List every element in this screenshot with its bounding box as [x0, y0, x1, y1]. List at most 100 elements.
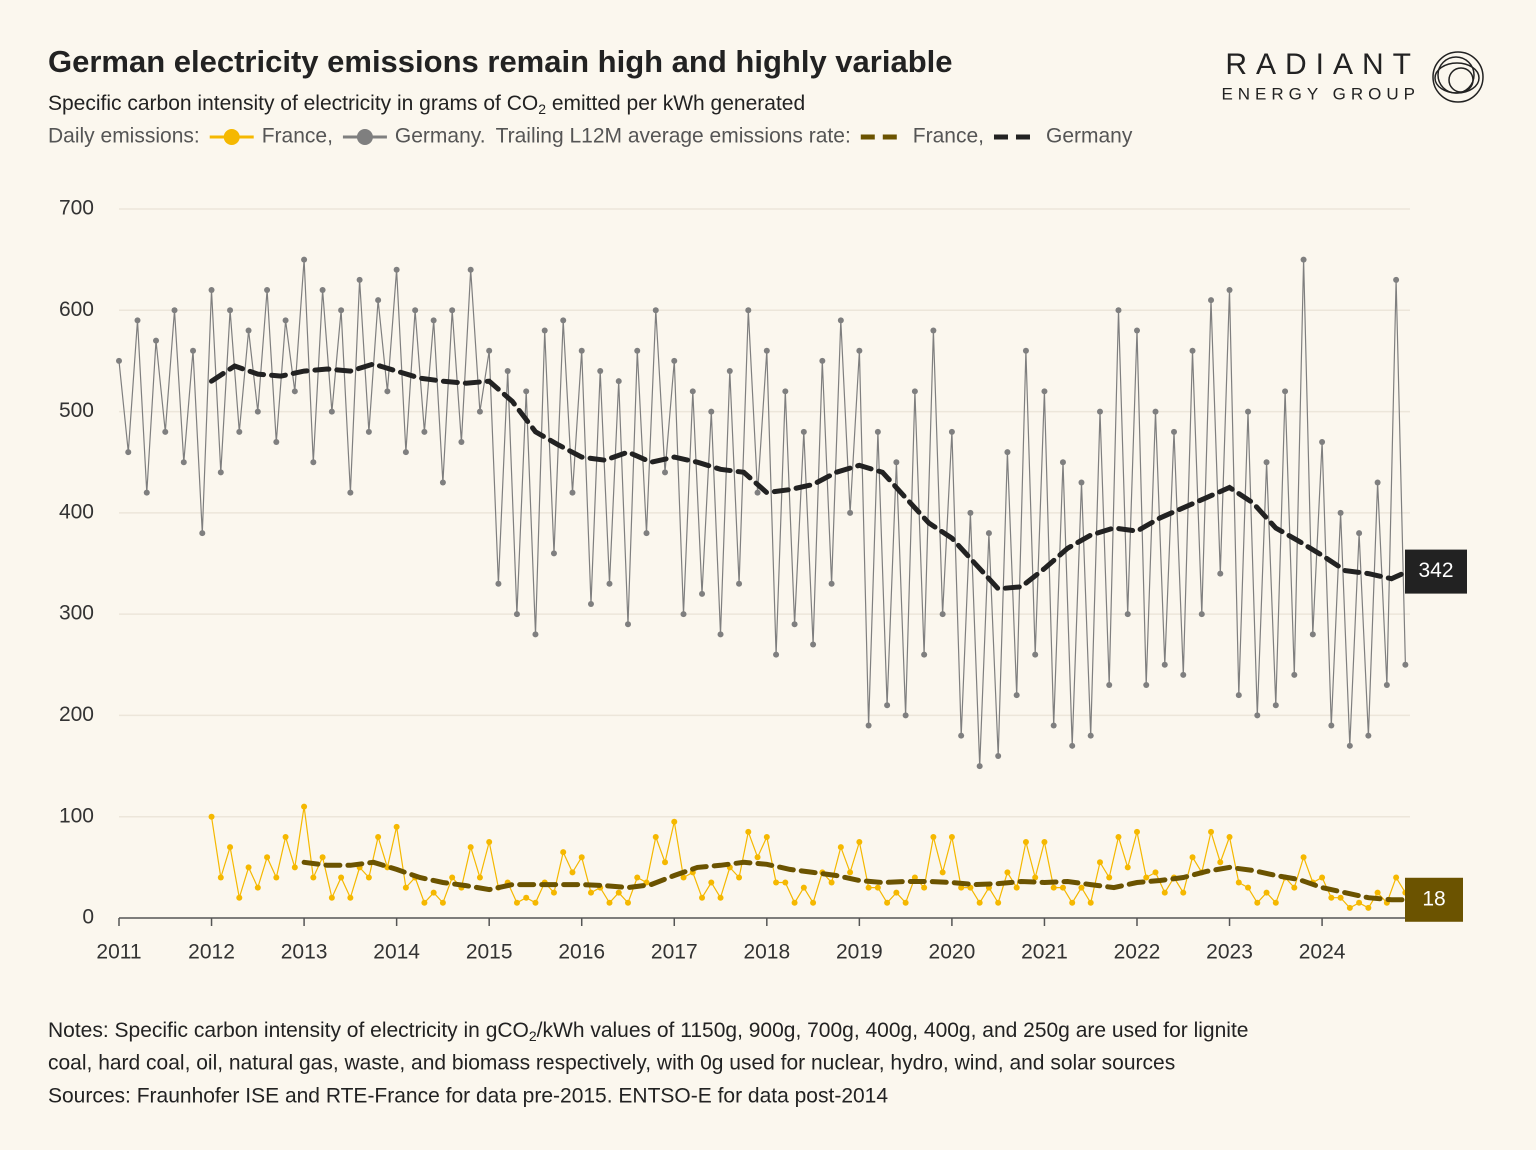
- y-tick-label: 300: [59, 602, 94, 625]
- daily-point: [1208, 828, 1215, 835]
- daily-point: [393, 266, 400, 273]
- daily-point: [1402, 661, 1409, 668]
- daily-point: [800, 884, 807, 891]
- daily-point: [1319, 874, 1326, 881]
- daily-point: [449, 307, 456, 314]
- daily-point: [365, 874, 372, 881]
- daily-point: [1143, 682, 1150, 689]
- daily-point: [1272, 702, 1279, 709]
- daily-point: [1078, 884, 1085, 891]
- daily-point: [1059, 459, 1066, 466]
- daily-point: [930, 833, 937, 840]
- daily-point: [745, 307, 752, 314]
- daily-point: [532, 631, 539, 638]
- legend-entry: France,: [262, 125, 333, 148]
- daily-point: [1356, 530, 1363, 537]
- daily-point: [911, 388, 918, 395]
- daily-point: [819, 357, 826, 364]
- end-label-box: [1405, 549, 1467, 594]
- daily-point: [245, 327, 252, 334]
- legend-entry: Germany: [1046, 125, 1133, 148]
- daily-point: [615, 889, 622, 896]
- end-label: 18: [1422, 887, 1445, 910]
- daily-point: [856, 839, 863, 846]
- daily-point: [828, 879, 835, 886]
- daily-point: [717, 894, 724, 901]
- x-tick-label: 2020: [929, 941, 976, 964]
- daily-point: [412, 307, 419, 314]
- daily-point: [1004, 449, 1011, 456]
- daily-point: [754, 489, 761, 496]
- daily-point: [939, 869, 946, 876]
- daily-point: [476, 408, 483, 415]
- daily-point: [1319, 438, 1326, 445]
- daily-point: [1263, 459, 1270, 466]
- daily-point: [587, 889, 594, 896]
- daily-point: [1226, 833, 1233, 840]
- legend: Daily emissions: France, Germany. Trailing …: [48, 125, 1133, 148]
- daily-point: [1337, 509, 1344, 516]
- daily-point: [615, 378, 622, 385]
- daily-point: [245, 864, 252, 871]
- x-tick-label: 2011: [96, 941, 141, 964]
- daily-point: [236, 894, 243, 901]
- daily-point: [939, 611, 946, 618]
- daily-point: [1106, 874, 1113, 881]
- daily-point: [699, 590, 706, 597]
- daily-point: [1050, 884, 1057, 891]
- daily-point: [217, 469, 224, 476]
- daily-point: [865, 722, 872, 729]
- daily-point: [1365, 732, 1372, 739]
- daily-point: [948, 428, 955, 435]
- y-tick-label: 600: [59, 298, 94, 321]
- daily-point: [976, 899, 983, 906]
- daily-point: [458, 438, 465, 445]
- daily-point: [162, 428, 169, 435]
- daily-point: [1115, 833, 1122, 840]
- daily-point: [624, 621, 631, 628]
- daily-point: [486, 839, 493, 846]
- daily-point: [430, 317, 437, 324]
- daily-point: [1272, 899, 1279, 906]
- daily-point: [1300, 854, 1307, 861]
- daily-point: [1069, 742, 1076, 749]
- chart-title: German electricity emissions remain high…: [48, 44, 952, 79]
- daily-point: [134, 317, 141, 324]
- daily-point: [402, 884, 409, 891]
- daily-point: [550, 550, 557, 557]
- daily-point: [948, 833, 955, 840]
- daily-point: [264, 287, 271, 294]
- daily-point: [1180, 889, 1187, 896]
- daily-point: [902, 712, 909, 719]
- daily-point: [143, 489, 150, 496]
- daily-point: [1300, 256, 1307, 263]
- daily-point: [180, 459, 187, 466]
- x-tick-label: 2013: [281, 941, 328, 964]
- y-tick-label: 500: [59, 399, 94, 422]
- daily-point: [402, 449, 409, 456]
- x-tick-label: 2023: [1206, 941, 1253, 964]
- daily-point: [976, 763, 983, 770]
- daily-point: [680, 611, 687, 618]
- daily-point: [874, 884, 881, 891]
- daily-point: [430, 889, 437, 896]
- daily-point: [1393, 276, 1400, 283]
- daily-point: [523, 894, 530, 901]
- daily-point: [560, 849, 567, 856]
- daily-point: [1263, 889, 1270, 896]
- daily-point: [837, 844, 844, 851]
- subtitle-part: emitted per kWh generated: [546, 92, 805, 115]
- daily-point: [578, 347, 585, 354]
- daily-point: [375, 297, 382, 304]
- daily-point: [995, 899, 1002, 906]
- notes-part: /kWh values of 1150g, 900g, 700g, 400g, …: [537, 1019, 1249, 1042]
- daily-point: [736, 580, 743, 587]
- daily-point: [1124, 611, 1131, 618]
- daily-point: [208, 813, 215, 820]
- daily-point: [328, 894, 335, 901]
- daily-point: [1152, 869, 1159, 876]
- notes-part: Notes: Specific carbon intensity of elec…: [48, 1019, 529, 1042]
- daily-point: [338, 307, 345, 314]
- daily-point: [375, 833, 382, 840]
- daily-point: [1041, 839, 1048, 846]
